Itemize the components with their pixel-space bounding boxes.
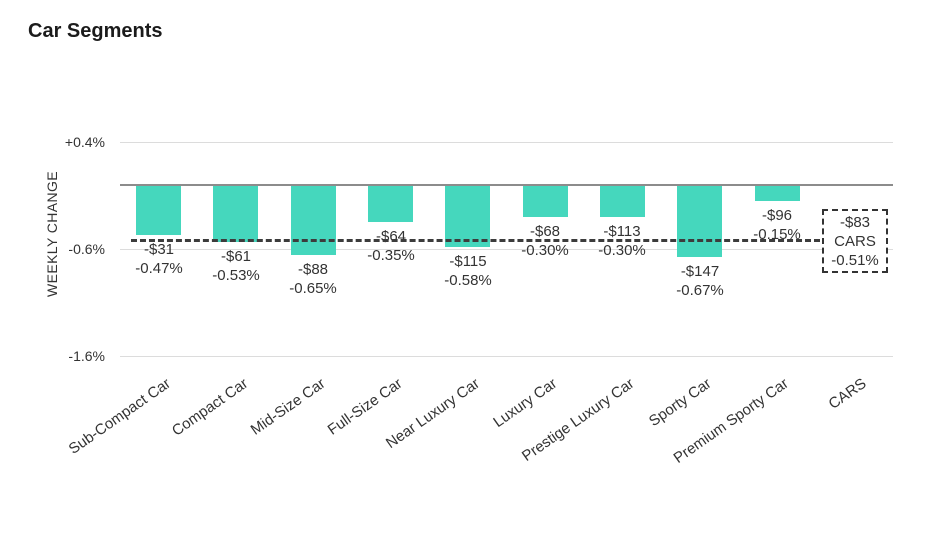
y-axis-label: WEEKLY CHANGE — [44, 170, 60, 298]
bar — [291, 186, 336, 255]
average-dashed-line — [131, 239, 820, 242]
bar-dollar-value: -$31 — [143, 241, 175, 258]
bar — [523, 186, 568, 217]
bar-dollar-value: -$61 — [220, 248, 252, 265]
bar — [136, 186, 181, 235]
bar-percent-value: -0.65% — [289, 280, 337, 297]
cars-summary-box: -$83 CARS -0.51% — [822, 209, 888, 273]
bar-value-label: -$68 -0.30% — [495, 222, 595, 260]
summary-name: CARS — [834, 232, 876, 250]
bar-percent-value: -0.67% — [676, 282, 724, 299]
bar — [600, 186, 645, 217]
x-tick-label: Luxury Car — [490, 375, 560, 432]
y-tick-label: -1.6% — [68, 348, 105, 364]
bar-value-label: -$147 -0.67% — [650, 262, 750, 300]
x-tick-label: Sporty Car — [646, 375, 715, 431]
bar-dollar-value: -$147 — [680, 263, 720, 280]
grid-line — [120, 356, 893, 357]
bar-value-label: -$115 -0.58% — [418, 252, 518, 290]
bar-value-label: -$88 -0.65% — [263, 260, 363, 298]
bar — [445, 186, 490, 247]
grid-line — [120, 249, 893, 250]
x-tick-label: Sub-Compact Car — [65, 375, 174, 458]
y-tick-label: +0.4% — [64, 134, 105, 150]
x-tick-label: Mid-Size Car — [247, 375, 329, 439]
x-tick-label: Compact Car — [168, 375, 251, 440]
bar-percent-value: -0.30% — [598, 242, 646, 259]
bar-percent-value: -0.15% — [753, 226, 801, 243]
x-tick-label: Full-Size Car — [324, 375, 406, 439]
bar-dollar-value: -$96 — [761, 207, 793, 224]
summary-dollar-value: -$83 — [839, 213, 871, 231]
grid-line — [120, 142, 893, 143]
bar-value-label: -$113 -0.30% — [572, 222, 672, 260]
bar — [213, 186, 258, 242]
bar-dollar-value: -$64 — [375, 228, 407, 245]
bar-percent-value: -0.53% — [212, 267, 260, 284]
bar-percent-value: -0.35% — [367, 247, 415, 264]
bar — [677, 186, 722, 257]
bar-percent-value: -0.58% — [444, 272, 492, 289]
bar-dollar-value: -$115 — [449, 253, 487, 270]
bar-percent-value: -0.47% — [135, 260, 183, 277]
bar-value-label: -$31 -0.47% — [109, 240, 209, 278]
x-tick-label: CARS — [825, 375, 870, 413]
bar-dollar-value: -$88 — [297, 261, 329, 278]
bar-value-label: -$61 -0.53% — [186, 247, 286, 285]
zero-baseline — [120, 184, 893, 186]
page-title: Car Segments — [28, 20, 163, 42]
bar-percent-value: -0.30% — [521, 242, 569, 259]
bar-dollar-value: -$68 — [529, 223, 561, 240]
y-tick-label: -0.6% — [68, 241, 105, 257]
bar-value-label: -$96 -0.15% — [727, 206, 827, 244]
bar — [368, 186, 413, 222]
bar-dollar-value: -$113 — [603, 223, 641, 240]
summary-percent-value: -0.51% — [831, 251, 879, 269]
bar — [755, 186, 800, 201]
